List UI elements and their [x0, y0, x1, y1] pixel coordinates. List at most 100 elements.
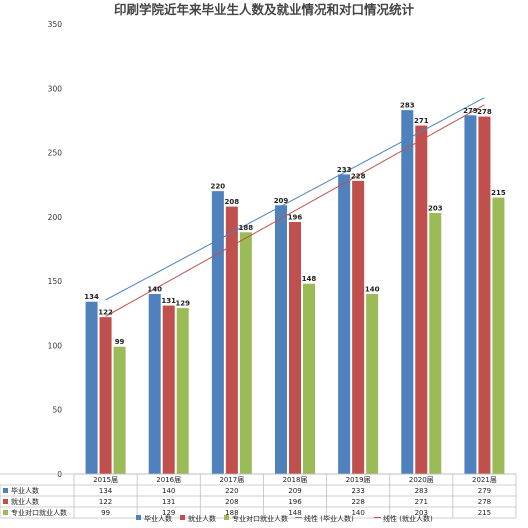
bar-1-1 — [162, 305, 175, 474]
legend-label-0: 毕业人数 — [144, 514, 172, 523]
trendline-0 — [105, 97, 485, 301]
table-cell-1-2: 208 — [225, 498, 238, 506]
y-tick-label-2: 100 — [48, 341, 63, 350]
table-cell-0-0: 134 — [99, 487, 113, 495]
data-label-0-4: 233 — [337, 166, 352, 174]
table-row-key-1 — [3, 499, 8, 504]
data-label-0-0: 134 — [84, 293, 99, 301]
table-cell-2-4: 140 — [351, 509, 364, 517]
x-tick-label-0: 2015届 — [93, 476, 118, 484]
bar-2-6 — [492, 197, 505, 475]
data-labels: 134 140 220 209 233 283 279 122 131 208 196 228 271 2… — [84, 102, 506, 347]
bar-2-5 — [429, 213, 442, 474]
bar-0-6 — [464, 115, 477, 475]
bar-1-4 — [352, 180, 365, 474]
bar-2-3 — [303, 283, 315, 474]
data-label-2-5: 203 — [428, 205, 443, 213]
table-cell-1-4: 228 — [351, 498, 364, 506]
legend-key-2 — [224, 515, 229, 520]
table-cell-0-2: 220 — [225, 487, 238, 495]
table-cell-0-5: 283 — [415, 487, 428, 495]
bar-1-2 — [225, 206, 238, 475]
bar-2-2 — [239, 232, 252, 474]
table-cell-1-0: 122 — [99, 498, 112, 506]
y-tick-label-1: 50 — [52, 406, 62, 415]
bar-1-6 — [478, 116, 491, 475]
table-cell-2-6: 215 — [478, 509, 491, 517]
bar-1-3 — [289, 222, 301, 474]
data-label-0-6: 279 — [463, 107, 478, 115]
table-cell-1-1: 131 — [162, 498, 175, 506]
table-cell-0-4: 233 — [351, 487, 364, 495]
data-label-1-1: 131 — [161, 297, 176, 305]
data-label-2-0: 99 — [115, 338, 125, 346]
data-label-2-6: 215 — [491, 189, 506, 197]
bar-2-4 — [366, 294, 379, 474]
table-row-key-2 — [3, 510, 8, 515]
table-cell-1-6: 278 — [478, 498, 491, 506]
data-label-2-3: 148 — [302, 275, 317, 283]
y-tick-label-7: 350 — [48, 20, 63, 29]
table-row-key-0 — [3, 488, 8, 493]
x-tick-label-5: 2020届 — [409, 476, 434, 484]
data-label-1-0: 122 — [98, 309, 113, 317]
data-label-0-3: 209 — [274, 197, 289, 205]
x-tick-label-6: 2021届 — [472, 476, 497, 484]
x-tick-label-4: 2019届 — [346, 476, 371, 484]
data-label-0-1: 140 — [147, 286, 162, 294]
table-cell-1-3: 196 — [288, 498, 302, 506]
chart-title: 印刷学院近年来毕业生人数及就业情况和对口情况统计 — [114, 2, 415, 17]
table-cell-2-3: 148 — [288, 509, 301, 517]
y-tick-label-4: 200 — [48, 213, 63, 222]
data-label-2-1: 129 — [175, 300, 190, 308]
y-tick-label-6: 300 — [48, 84, 63, 93]
bars — [85, 110, 505, 475]
legend-key-1 — [180, 515, 185, 520]
table-cell-2-0: 99 — [101, 509, 110, 517]
table-cell-2-1: 129 — [162, 509, 175, 517]
legend: 毕业人数 就业人数 专业对口就业人数 线性 (毕业人数) 线性 (就业人数) — [136, 514, 433, 523]
table-cell-0-3: 209 — [288, 487, 301, 495]
table-cell-0-1: 140 — [162, 487, 175, 495]
legend-label-1: 就业人数 — [188, 514, 216, 523]
data-label-1-2: 208 — [225, 198, 240, 206]
legend-label-2: 专业对口就业人数 — [232, 514, 288, 523]
table-cell-0-6: 279 — [478, 487, 491, 495]
x-tick-label-3: 2018届 — [283, 476, 308, 484]
data-label-1-4: 228 — [351, 172, 366, 180]
table-row-label-1: 就业人数 — [11, 497, 39, 506]
y-tick-label-3: 150 — [48, 277, 63, 286]
bar-0-2 — [211, 191, 224, 474]
table-cell-2-2: 188 — [225, 509, 238, 517]
data-label-2-4: 140 — [365, 286, 380, 294]
data-label-1-3: 196 — [288, 214, 303, 222]
data-label-2-2: 188 — [239, 224, 254, 232]
y-tick-label-5: 250 — [48, 149, 63, 158]
data-label-0-2: 220 — [211, 183, 226, 191]
bar-0-5 — [401, 110, 414, 475]
bar-2-1 — [176, 308, 189, 474]
bar-2-0 — [113, 346, 126, 474]
data-label-1-6: 278 — [477, 108, 492, 116]
trendlines — [105, 97, 485, 317]
trendline-1 — [105, 104, 485, 317]
legend-key-0 — [136, 515, 141, 520]
legend-label-4: 线性 (就业人数) — [383, 514, 433, 523]
bar-0-4 — [338, 174, 351, 474]
bar-0-3 — [275, 205, 287, 475]
table-row-label-2: 专业对口就业人数 — [11, 508, 67, 517]
bar-0-1 — [148, 294, 161, 474]
legend-label-3: 线性 (毕业人数) — [304, 514, 354, 523]
table-row-label-0: 毕业人数 — [11, 486, 39, 495]
x-tick-label-2: 2017届 — [219, 476, 244, 484]
bar-1-5 — [415, 125, 428, 475]
y-tick-label-0: 0 — [57, 470, 62, 479]
table-cell-1-5: 271 — [415, 498, 428, 506]
bar-1-0 — [99, 317, 112, 474]
data-label-1-5: 271 — [414, 117, 429, 125]
x-tick-label-1: 2016届 — [156, 476, 181, 484]
data-label-0-5: 283 — [400, 102, 415, 110]
bar-0-0 — [85, 301, 98, 474]
